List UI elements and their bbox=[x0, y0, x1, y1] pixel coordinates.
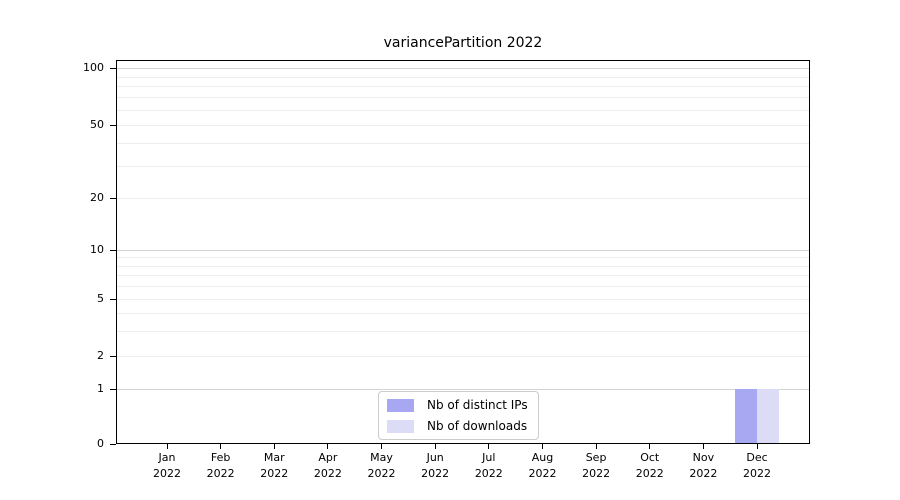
y-tick bbox=[110, 124, 116, 126]
x-tick-month: Apr bbox=[318, 451, 338, 464]
x-tick bbox=[220, 444, 222, 449]
x-tick-label: Jan 2022 bbox=[135, 450, 199, 482]
x-tick-label: Aug 2022 bbox=[510, 450, 574, 482]
x-tick-year: 2022 bbox=[474, 467, 503, 480]
gridline-minor bbox=[116, 76, 810, 78]
x-tick-label: May 2022 bbox=[350, 450, 414, 482]
y-tick bbox=[110, 197, 116, 199]
legend-swatch-nb-of-distinct-ips bbox=[387, 398, 414, 412]
gridline-minor bbox=[116, 198, 810, 199]
y-tick-label: 5 bbox=[97, 292, 104, 305]
gridline-minor bbox=[116, 275, 810, 277]
gridline-major bbox=[116, 68, 810, 69]
y-tick-label: 0 bbox=[97, 437, 104, 450]
x-tick-label: Dec 2022 bbox=[725, 450, 789, 482]
x-tick-month: Nov bbox=[692, 451, 715, 464]
x-tick-month: Feb bbox=[210, 451, 231, 464]
x-tick-month: May bbox=[370, 451, 393, 464]
x-tick-month: Oct bbox=[640, 451, 660, 464]
gridline-minor bbox=[116, 312, 810, 314]
x-tick-label: Jul 2022 bbox=[457, 450, 521, 482]
y-tick bbox=[110, 388, 116, 390]
gridline-minor bbox=[116, 110, 810, 111]
x-tick-year: 2022 bbox=[743, 467, 771, 480]
legend-label: Nb of distinct IPs bbox=[427, 398, 528, 412]
legend-label: Nb of downloads bbox=[427, 419, 528, 433]
x-tick-label: Sep 2022 bbox=[564, 450, 628, 482]
y-tick bbox=[110, 443, 116, 445]
x-tick-label: Mar 2022 bbox=[242, 450, 306, 482]
x-tick-label: Feb 2022 bbox=[189, 450, 253, 482]
legend-item: Nb of distinct IPs bbox=[387, 398, 528, 412]
gridline-minor bbox=[116, 257, 810, 259]
x-tick-year: 2022 bbox=[260, 467, 289, 480]
x-tick-month: Aug bbox=[531, 451, 554, 464]
x-tick bbox=[434, 444, 436, 449]
gridline-minor bbox=[116, 125, 810, 126]
x-tick-month: Dec bbox=[746, 451, 768, 464]
x-tick bbox=[702, 444, 704, 449]
x-tick-year: 2022 bbox=[367, 467, 396, 480]
bar-nb-of-downloads-dec-2022 bbox=[757, 389, 779, 444]
x-tick-label: Oct 2022 bbox=[618, 450, 682, 482]
x-tick bbox=[756, 444, 758, 449]
x-tick bbox=[166, 444, 168, 449]
bar-nb-of-distinct-ips-dec-2022 bbox=[735, 389, 757, 444]
x-tick bbox=[381, 444, 383, 449]
y-tick bbox=[110, 298, 116, 300]
x-tick-month: Jun bbox=[426, 451, 444, 464]
x-tick-month: Jul bbox=[482, 451, 496, 464]
x-tick-year: 2022 bbox=[635, 467, 664, 480]
y-tick-label: 50 bbox=[90, 118, 104, 131]
gridline-minor bbox=[116, 356, 810, 357]
gridline-minor bbox=[116, 165, 810, 167]
gridline-major bbox=[116, 389, 810, 390]
y-tick bbox=[110, 355, 116, 357]
x-tick bbox=[327, 444, 329, 449]
gridline-major bbox=[116, 250, 810, 251]
legend-item: Nb of downloads bbox=[387, 419, 528, 433]
x-tick-year: 2022 bbox=[528, 467, 557, 480]
x-tick bbox=[488, 444, 490, 449]
x-tick bbox=[649, 444, 651, 449]
gridline-minor bbox=[116, 330, 810, 332]
x-tick bbox=[595, 444, 597, 449]
y-tick bbox=[110, 67, 116, 69]
x-tick-label: Apr 2022 bbox=[296, 450, 360, 482]
x-tick-label: Jun 2022 bbox=[403, 450, 467, 482]
x-tick-year: 2022 bbox=[153, 467, 181, 480]
x-tick-month: Sep bbox=[585, 451, 607, 464]
x-tick-label: Nov 2022 bbox=[671, 450, 735, 482]
x-tick-year: 2022 bbox=[689, 467, 718, 480]
legend: Nb of distinct IPs Nb of downloads bbox=[378, 391, 539, 440]
y-tick-label: 1 bbox=[97, 382, 104, 395]
gridline-minor bbox=[116, 86, 810, 88]
y-tick-label: 100 bbox=[83, 61, 104, 74]
x-tick-year: 2022 bbox=[313, 467, 342, 480]
gridline-minor bbox=[116, 265, 810, 267]
y-tick bbox=[110, 249, 116, 251]
gridline-minor bbox=[116, 299, 810, 300]
x-tick-year: 2022 bbox=[206, 467, 235, 480]
x-tick-month: Jan bbox=[158, 451, 176, 464]
plot-area bbox=[116, 60, 810, 444]
x-tick-year: 2022 bbox=[421, 467, 450, 480]
x-tick-year: 2022 bbox=[582, 467, 611, 480]
y-tick-label: 20 bbox=[90, 191, 104, 204]
legend-swatch-nb-of-downloads bbox=[387, 419, 414, 433]
x-tick bbox=[541, 444, 543, 449]
gridline-minor bbox=[116, 97, 810, 99]
gridline-minor bbox=[116, 286, 810, 288]
x-tick bbox=[273, 444, 275, 449]
y-tick-label: 10 bbox=[90, 243, 104, 256]
x-tick-month: Mar bbox=[263, 451, 285, 464]
gridline-minor bbox=[116, 142, 810, 144]
chart-title: variancePartition 2022 bbox=[383, 35, 543, 51]
y-tick-label: 2 bbox=[97, 349, 104, 362]
